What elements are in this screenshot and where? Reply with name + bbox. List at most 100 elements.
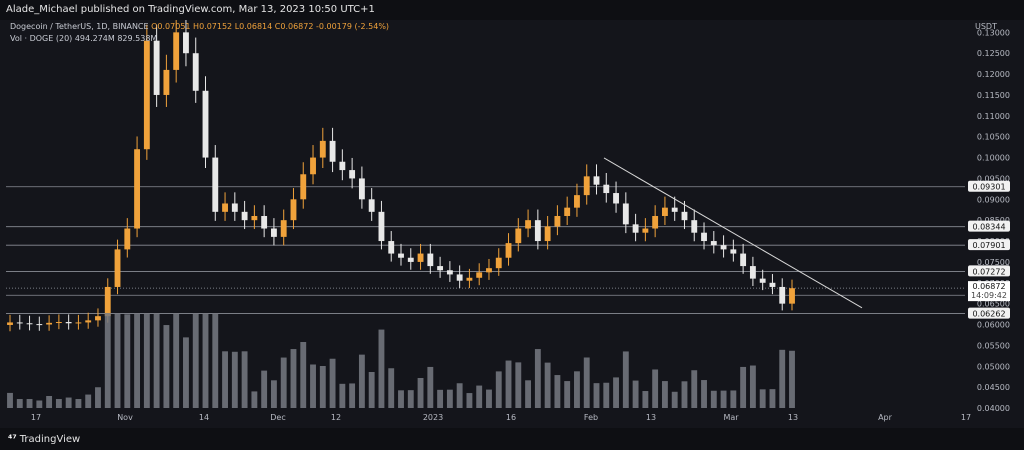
volume-bar <box>613 377 619 408</box>
volume-bar <box>486 389 492 408</box>
candle-body <box>104 286 111 317</box>
tradingview-logo[interactable]: ⁴⁷ TradingView <box>8 434 80 445</box>
level-tag <box>968 239 1010 251</box>
volume-bar <box>701 380 707 408</box>
tradingview-logo-icon: ⁴⁷ <box>8 434 17 445</box>
candle-body <box>779 286 786 304</box>
last-price-tag <box>968 281 1010 302</box>
time-tick-label: Dec <box>270 413 285 422</box>
volume-bar <box>652 369 659 408</box>
legend-ohlc: O0.07051 H0.07152 L0.06814 C0.06872 -0.0… <box>151 22 390 31</box>
price-axis-currency: USDT <box>975 22 997 31</box>
legend-symbol: Dogecoin / TetherUS, 1D, BINANCE <box>10 22 149 31</box>
candle-body <box>16 322 23 324</box>
candle-body <box>652 216 659 229</box>
volume-bar <box>681 381 688 408</box>
time-tick-label: 13 <box>646 413 656 422</box>
candle-body <box>300 174 307 200</box>
volume-bar <box>358 354 365 408</box>
candle-body <box>339 161 346 171</box>
legend-symbol-row: Dogecoin / TetherUS, 1D, BINANCE O0.0705… <box>10 22 389 34</box>
volume-bar <box>55 399 62 408</box>
candle-body <box>574 195 580 208</box>
candle-body <box>319 140 326 158</box>
volume-bar <box>280 357 287 408</box>
candle-body <box>720 245 727 250</box>
price-tick-label: 0.10000 <box>977 154 1010 163</box>
time-tick-label: 13 <box>788 413 798 422</box>
candle-body <box>280 220 287 237</box>
time-tick-label: 2023 <box>423 413 443 422</box>
time-tick-label: 17 <box>961 413 971 422</box>
volume-bar <box>65 397 72 408</box>
candle-body <box>173 32 180 70</box>
volume-bar <box>691 370 698 408</box>
candle-body <box>95 316 101 321</box>
candle-body <box>358 178 365 200</box>
symbol-legend: Dogecoin / TetherUS, 1D, BINANCE O0.0705… <box>10 22 389 46</box>
price-tick-label: 0.09500 <box>977 174 1010 183</box>
candle-body <box>486 268 492 273</box>
price-tick-label: 0.12500 <box>977 49 1010 58</box>
time-tick-label: 12 <box>331 413 341 422</box>
volume-bar <box>212 313 219 408</box>
volume-bar <box>446 389 453 408</box>
volume-bar <box>251 391 258 408</box>
volume-bar <box>163 325 170 408</box>
candle-body <box>134 149 141 229</box>
candle-body <box>36 324 43 326</box>
candle-body <box>593 176 600 185</box>
volume-bar <box>427 366 434 408</box>
volume-bar <box>388 368 395 408</box>
candle-body <box>632 224 639 233</box>
candle-body <box>231 203 238 212</box>
volume-bar <box>75 399 82 408</box>
volume-bar <box>769 389 776 408</box>
volume-bar <box>310 364 316 408</box>
candle-body <box>740 253 747 267</box>
price-tick-label: 0.05500 <box>977 341 1010 350</box>
volume-bar <box>476 385 483 408</box>
volume-bar <box>417 378 424 408</box>
volume-bar <box>319 366 326 408</box>
volume-bar <box>515 362 522 408</box>
candlestick-chart[interactable]: 0.13000 0.12500 0.12000 0.11500 0.11000 0.105… <box>0 20 1024 428</box>
candle-body <box>427 253 434 267</box>
volume-bar <box>339 383 346 408</box>
volume-bar <box>789 350 795 408</box>
candle-body <box>261 216 268 229</box>
candle-body <box>701 232 707 242</box>
candle-body <box>26 323 33 325</box>
last-price-label: 0.06872 <box>972 282 1005 291</box>
price-tick-label: 0.06500 <box>977 300 1010 309</box>
time-tick-label: Feb <box>584 413 598 422</box>
price-tick-label: 0.04000 <box>977 404 1010 413</box>
price-tick-label: 0.11000 <box>977 112 1010 121</box>
volume-bar <box>456 383 463 408</box>
volume-bar <box>241 351 248 408</box>
candle-body <box>437 266 444 271</box>
countdown-label: 14:09:42 <box>971 291 1007 300</box>
volume-bar <box>505 360 512 408</box>
price-tick-label: 0.08500 <box>977 216 1010 225</box>
candle-body <box>710 241 717 246</box>
volume-bar <box>261 370 268 408</box>
volume-bar <box>740 366 747 408</box>
time-tick-label: 17 <box>31 413 41 422</box>
volume-bar <box>104 313 111 408</box>
candle-body <box>65 322 72 324</box>
volume-bar <box>622 351 629 408</box>
volume-bar <box>202 313 209 408</box>
volume-bar <box>671 391 678 408</box>
candle-body <box>642 228 649 233</box>
volume-bar <box>329 358 336 408</box>
volume-bar <box>407 390 414 408</box>
volume-bar <box>378 329 385 408</box>
level-tag <box>968 265 1010 277</box>
level-tag-label: 0.07272 <box>972 267 1005 276</box>
candle-body <box>691 220 698 233</box>
volume-bar <box>525 380 532 408</box>
price-tick-label: 0.06000 <box>977 321 1010 330</box>
volume-bar <box>26 399 33 408</box>
level-tag-label: 0.06262 <box>972 310 1005 319</box>
